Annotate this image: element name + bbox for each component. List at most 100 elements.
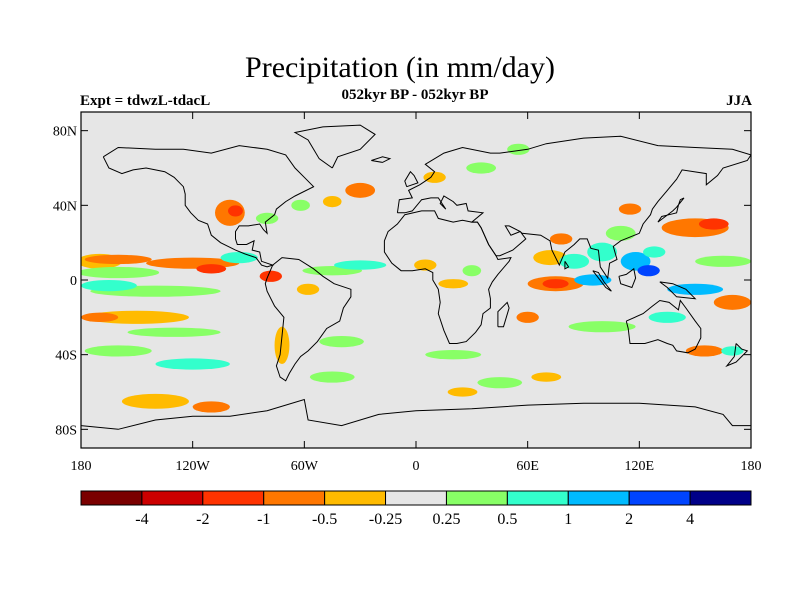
anomaly-region xyxy=(334,260,387,270)
anomaly-region xyxy=(425,350,482,360)
colorbar-label: 4 xyxy=(686,511,694,528)
coastline xyxy=(625,299,702,354)
anomaly-region xyxy=(291,199,310,211)
anomaly-region xyxy=(643,246,666,258)
anomaly-region xyxy=(196,264,227,274)
colorbar-label: -4 xyxy=(135,511,148,528)
anomaly-region xyxy=(309,371,355,383)
anomaly-region xyxy=(81,280,137,292)
anomaly-region xyxy=(637,265,660,277)
y-tick-label: 0 xyxy=(70,274,77,289)
anomaly-region xyxy=(81,266,160,279)
anomaly-region xyxy=(259,270,283,282)
anomaly-region xyxy=(345,182,376,198)
anomaly-region xyxy=(81,312,119,323)
anomaly-region xyxy=(220,252,258,264)
map-background xyxy=(81,112,751,448)
x-tick-label: 0 xyxy=(413,459,420,474)
coastline xyxy=(396,135,751,280)
anomaly-region xyxy=(542,279,569,289)
x-tick-label: 60W xyxy=(291,459,319,474)
y-tick-label: 40N xyxy=(53,199,77,214)
colorbar-label: 2 xyxy=(625,511,633,528)
coastline xyxy=(618,267,637,289)
axis-ticks: 80N 40N 0 40S 80S 180 120W 60W 0 60E 120E 180 xyxy=(53,112,762,474)
colorbar-swatch xyxy=(141,490,204,506)
coastline xyxy=(564,261,570,270)
anomaly-region xyxy=(550,233,573,245)
coastline xyxy=(81,398,751,430)
colorbar-swatch xyxy=(445,490,508,506)
coastline xyxy=(371,156,392,163)
anomaly-region xyxy=(84,254,152,265)
anomaly-layer xyxy=(81,143,751,413)
colorbar: -4 -2 -1 -0.5 -0.25 0.25 0.5 1 2 4 xyxy=(80,490,752,528)
anomaly-region xyxy=(695,255,751,267)
colorbar-swatch xyxy=(80,490,143,506)
colorbar-swatch xyxy=(385,490,447,506)
anomaly-region xyxy=(462,265,482,277)
colorbar-label: 0.5 xyxy=(497,511,517,528)
anomaly-region xyxy=(698,218,729,230)
anomaly-region xyxy=(477,377,523,389)
y-tick-label: 80N xyxy=(53,125,77,140)
chart-title: Precipitation (in mm/day) xyxy=(245,51,555,84)
anomaly-region xyxy=(121,393,189,409)
anomaly-region xyxy=(587,242,617,262)
colorbar-swatch xyxy=(263,490,326,506)
coastline xyxy=(264,257,352,382)
chart-subtitle: 052kyr BP - 052kyr BP xyxy=(341,87,489,103)
x-tick-label: 120E xyxy=(625,459,655,474)
anomaly-region xyxy=(466,162,497,174)
colorbar-label: 1 xyxy=(564,511,572,528)
x-tick-label: 60E xyxy=(516,459,539,474)
experiment-label: Expt = tdwzL-tdacL xyxy=(80,93,211,109)
x-tick-label: 120W xyxy=(176,459,211,474)
x-tick-label: 180 xyxy=(741,459,762,474)
anomaly-region xyxy=(447,387,478,397)
anomaly-region xyxy=(127,327,221,337)
colorbar-swatch xyxy=(324,490,387,506)
anomaly-region xyxy=(319,336,364,348)
anomaly-region xyxy=(516,311,539,323)
y-tick-label: 80S xyxy=(55,423,77,438)
colorbar-swatch xyxy=(628,490,691,506)
anomaly-region xyxy=(192,401,230,413)
coastline xyxy=(404,170,419,188)
anomaly-region xyxy=(667,283,724,295)
anomaly-region xyxy=(414,259,437,271)
colorbar-swatch xyxy=(689,490,752,506)
colorbar-swatch xyxy=(506,490,569,506)
anomaly-region xyxy=(155,358,230,370)
anomaly-region xyxy=(531,372,562,382)
coastline xyxy=(497,301,510,328)
coastline xyxy=(592,270,612,292)
colorbar-swatch xyxy=(202,490,265,506)
colorbar-label: -0.5 xyxy=(312,511,337,528)
season-label: JJA xyxy=(726,93,752,109)
anomaly-region xyxy=(507,143,530,155)
anomaly-region xyxy=(568,321,636,333)
anomaly-region xyxy=(296,283,320,295)
coastline xyxy=(659,281,697,300)
x-tick-label: 180 xyxy=(71,459,92,474)
coastline xyxy=(383,210,512,344)
anomaly-region xyxy=(533,250,567,266)
anomaly-region xyxy=(274,326,290,365)
anomaly-region xyxy=(559,253,590,269)
anomaly-region xyxy=(721,346,744,356)
colorbar-label: -1 xyxy=(257,511,270,528)
anomaly-region xyxy=(618,203,642,215)
coastline xyxy=(102,145,315,268)
anomaly-region xyxy=(228,205,243,217)
anomaly-region xyxy=(84,345,152,357)
anomaly-region xyxy=(438,279,469,289)
anomaly-region xyxy=(648,311,686,323)
coastline-layer xyxy=(81,124,751,430)
colorbar-label: -2 xyxy=(196,511,209,528)
anomaly-region xyxy=(322,196,342,208)
anomaly-region xyxy=(423,171,446,183)
colorbar-label: 0.25 xyxy=(432,511,460,528)
anomaly-region xyxy=(713,294,751,310)
coastline xyxy=(657,197,685,223)
